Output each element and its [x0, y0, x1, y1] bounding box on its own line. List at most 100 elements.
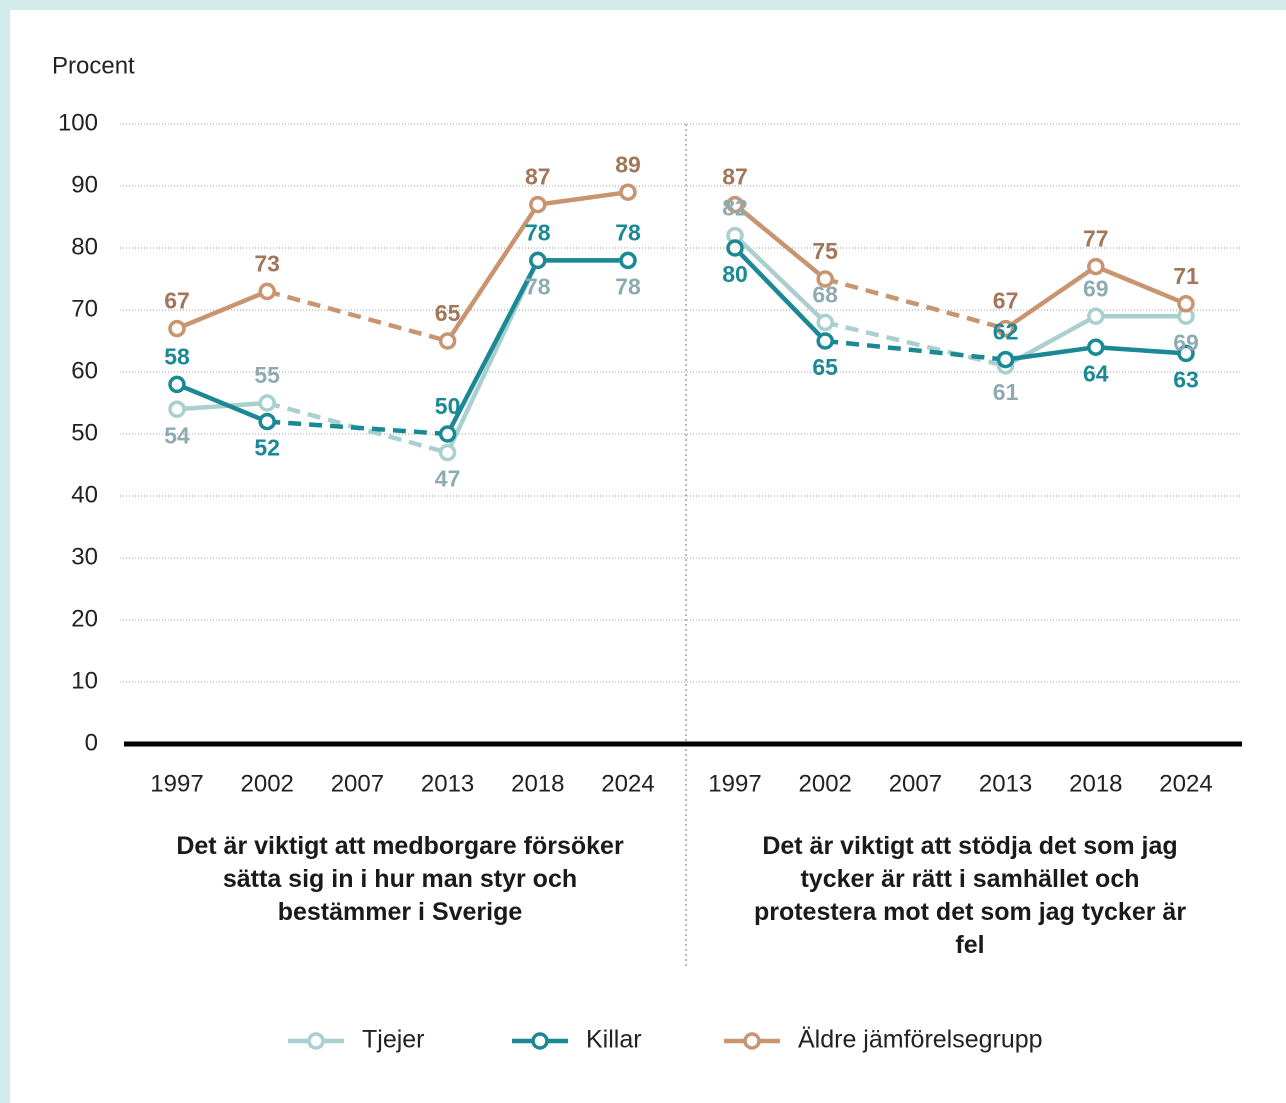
data-label: 75 [812, 238, 838, 264]
y-tick-label: 100 [58, 109, 98, 136]
data-label: 52 [254, 435, 280, 461]
line-segment [1094, 264, 1187, 306]
data-label: 82 [722, 195, 748, 221]
line-segment [266, 289, 449, 344]
x-tick-label: 2002 [799, 770, 852, 797]
data-point [438, 425, 457, 443]
data-point [438, 443, 457, 462]
data-point [438, 332, 457, 350]
data-point [726, 239, 744, 257]
data-point [258, 282, 276, 301]
data-point [619, 183, 637, 201]
data-point [816, 332, 834, 350]
x-tick-label: 1997 [708, 770, 761, 797]
y-tick-label: 0 [85, 729, 98, 756]
y-tick-label: 90 [71, 171, 98, 198]
y-tick-label: 60 [71, 357, 98, 384]
data-label: 68 [812, 281, 838, 307]
data-label: 78 [525, 219, 551, 245]
x-tick-label: 2018 [1069, 770, 1122, 797]
data-label: 78 [615, 273, 641, 299]
data-point [1177, 344, 1195, 363]
data-point [1087, 338, 1105, 356]
panel-title: Det är viktigt att medborgare försöker s… [176, 832, 624, 926]
data-label: 77 [1083, 226, 1109, 252]
card [10, 10, 1286, 1103]
line-segment [267, 419, 448, 437]
data-point [619, 251, 637, 270]
data-label: 58 [164, 343, 190, 369]
legend-label: Äldre jämförelsegrupp [798, 1026, 1043, 1054]
data-label: 69 [1173, 329, 1199, 355]
data-label: 64 [1083, 360, 1109, 386]
data-point [726, 195, 744, 214]
x-tick-label: 2007 [331, 770, 384, 797]
x-tick-label: 2018 [511, 770, 564, 797]
data-point [1087, 307, 1105, 325]
line-segment [176, 400, 268, 412]
y-tick-label: 10 [71, 667, 98, 694]
line-segment [445, 259, 540, 436]
x-tick-label: 2024 [1159, 770, 1212, 797]
data-label: 47 [435, 466, 461, 492]
x-tick-label: 2007 [889, 770, 942, 797]
line-segment [1095, 344, 1187, 356]
data-point [168, 400, 186, 418]
data-label: 73 [254, 250, 280, 276]
line-segment [1004, 264, 1098, 331]
data-label: 67 [164, 288, 190, 314]
data-label: 80 [722, 261, 748, 287]
data-point [168, 319, 186, 338]
line-segment [445, 203, 540, 343]
line-segment [733, 246, 827, 343]
data-label: 89 [615, 151, 641, 177]
line-segment [176, 382, 269, 424]
legend-marker [531, 1032, 549, 1050]
data-label: 78 [615, 219, 641, 245]
line-segment [733, 233, 827, 325]
data-label: 62 [993, 319, 1019, 345]
data-label: 67 [993, 288, 1019, 314]
y-tick-label: 30 [71, 543, 98, 570]
x-tick-label: 2013 [979, 770, 1032, 797]
data-point [816, 270, 834, 288]
x-tick-label: 1997 [150, 770, 203, 797]
x-tick-label: 2013 [421, 770, 474, 797]
data-label: 65 [812, 354, 838, 380]
line-segment [176, 289, 269, 331]
data-label: 78 [525, 273, 551, 299]
data-point [996, 350, 1015, 369]
y-tick-label: 20 [71, 605, 98, 632]
x-tick-label: 2024 [601, 770, 654, 797]
data-point [1177, 295, 1195, 313]
data-point [529, 195, 547, 214]
line-segment [537, 189, 629, 207]
y-tick-label: 40 [71, 481, 98, 508]
legend-label: Killar [586, 1026, 642, 1054]
legend-label: Tjejer [362, 1026, 425, 1054]
y-tick-label: 50 [71, 419, 98, 446]
line-segment [733, 202, 827, 281]
data-point [529, 251, 547, 270]
data-point [258, 394, 276, 412]
data-label: 65 [435, 300, 461, 326]
data-label: 63 [1173, 366, 1199, 392]
data-label: 87 [722, 164, 748, 190]
data-label: 55 [254, 362, 280, 388]
data-point [168, 375, 186, 394]
line-segment [824, 276, 1007, 331]
x-tick-label: 2002 [241, 770, 294, 797]
legend-marker [307, 1032, 325, 1050]
data-label: 50 [435, 393, 461, 419]
legend-marker [743, 1032, 761, 1050]
data-label: 61 [993, 379, 1019, 405]
data-point [258, 412, 276, 431]
y-tick-label: 70 [71, 295, 98, 322]
data-label: 69 [1083, 275, 1109, 301]
y-tick-label: 80 [71, 233, 98, 260]
data-label: 71 [1173, 263, 1199, 289]
data-label: 54 [164, 422, 190, 448]
data-point [996, 319, 1015, 338]
